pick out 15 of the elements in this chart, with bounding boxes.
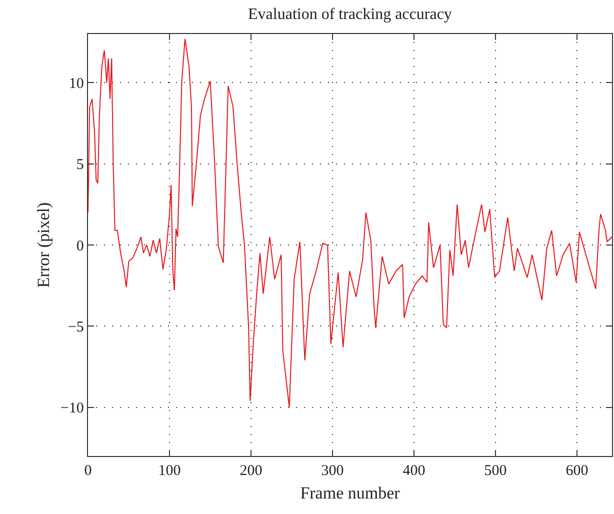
x-tick-label: 300 [321,463,344,480]
x-tick-label: 200 [240,463,262,480]
y-tick-label: 10 [68,76,84,92]
y-axis-title: Error (pixel) [34,202,53,288]
x-tick-label: 100 [158,463,181,480]
x-tick-label: 400 [402,463,426,480]
x-tick-label: 500 [484,463,507,480]
x-tick-label: 600 [566,463,588,480]
y-tick-label: 0 [76,238,84,254]
y-tick-label: −5 [68,319,84,336]
chart-title: Evaluation of tracking accuracy [248,6,452,23]
y-tick-label: −10 [60,400,84,417]
x-axis-title: Frame number [300,484,400,502]
y-tick-label: 5 [76,157,84,174]
line-series [88,38,612,408]
